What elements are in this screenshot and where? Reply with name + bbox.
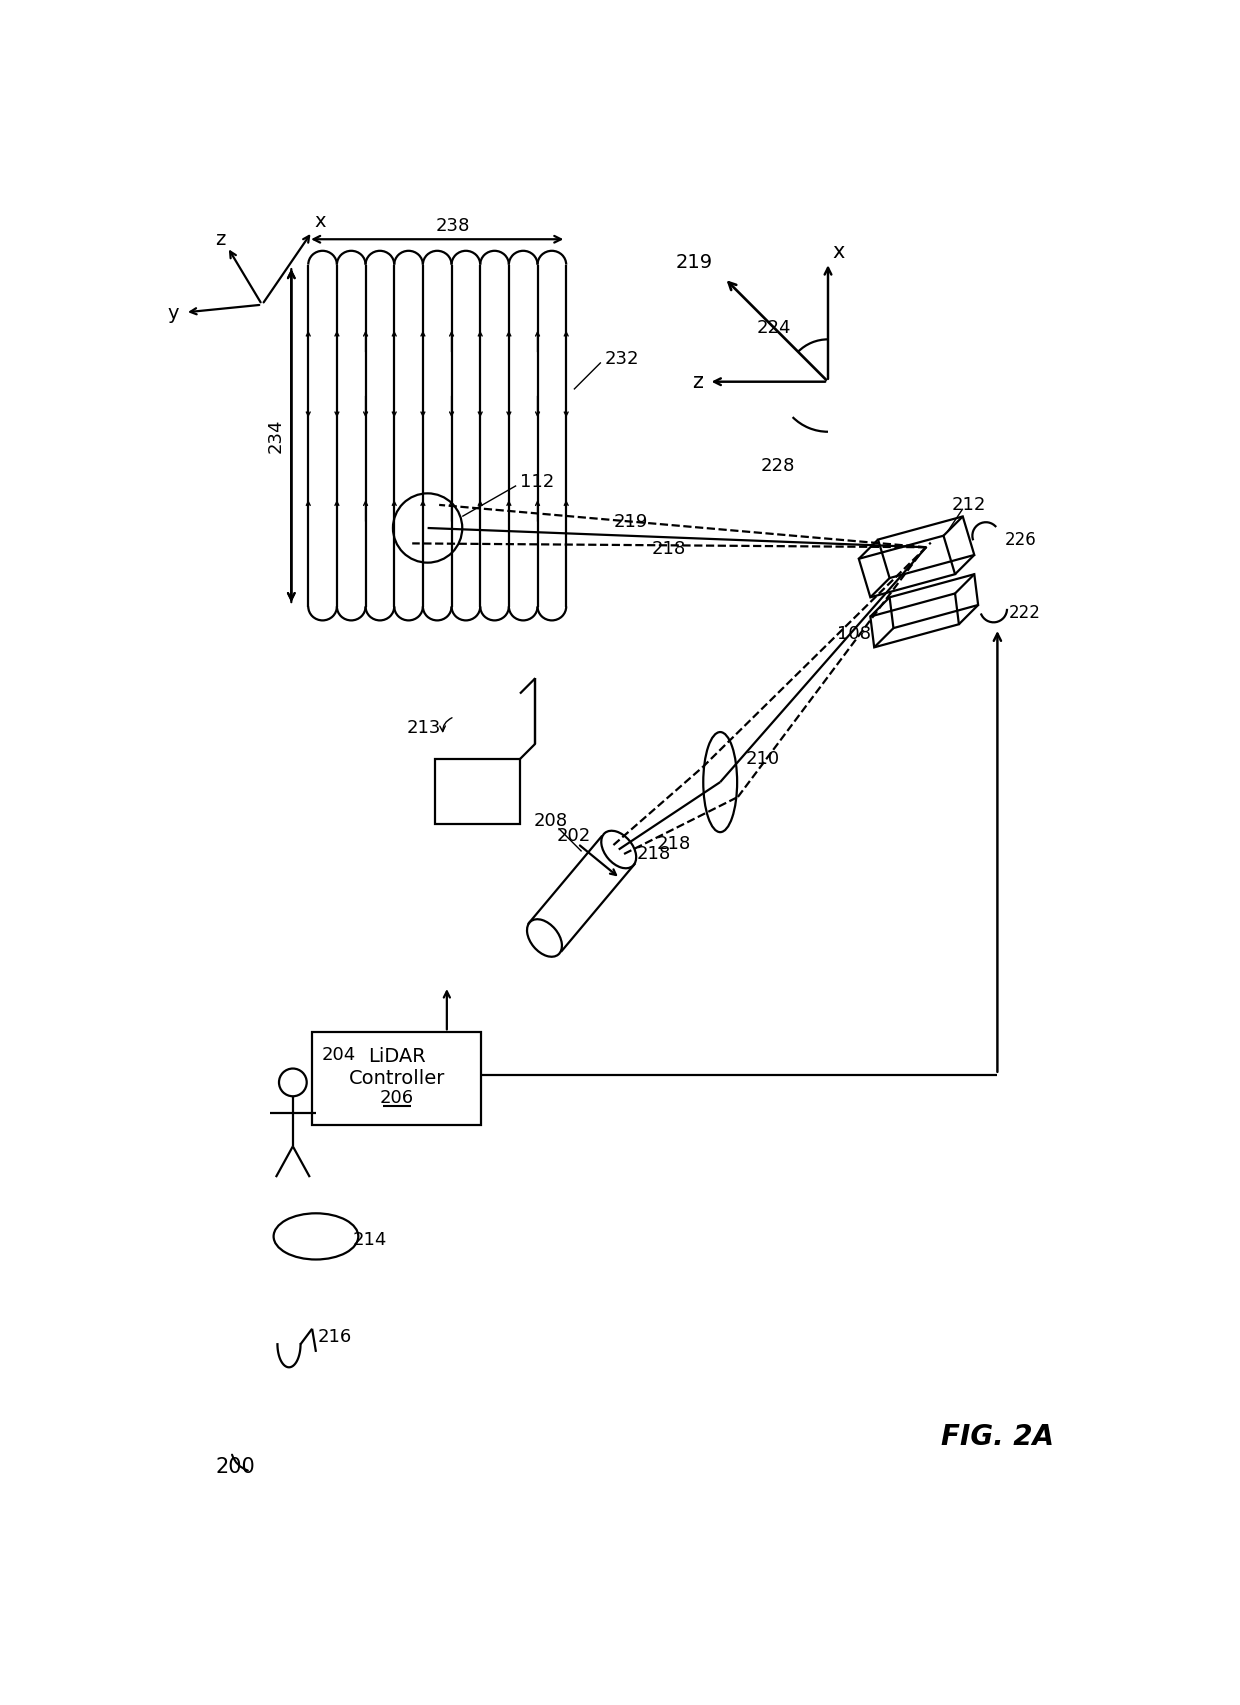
Text: 216: 216 (319, 1328, 352, 1345)
Text: y: y (167, 305, 180, 324)
Text: z: z (692, 372, 703, 392)
Text: 234: 234 (267, 418, 285, 454)
Text: 112: 112 (520, 472, 554, 491)
Text: 228: 228 (761, 457, 795, 476)
Text: 212: 212 (951, 496, 986, 513)
Text: x: x (832, 242, 844, 263)
Bar (435, 759, 520, 825)
Text: LiDAR
Controller: LiDAR Controller (348, 1047, 445, 1088)
Text: 208: 208 (533, 812, 568, 830)
Text: 218: 218 (637, 846, 671, 863)
Text: 202: 202 (557, 827, 591, 846)
Text: 213: 213 (407, 720, 441, 737)
Text: 210: 210 (745, 750, 780, 767)
Bar (312, 1032, 481, 1125)
Text: x: x (315, 211, 326, 232)
Text: 206: 206 (379, 1089, 414, 1107)
Text: 218: 218 (657, 835, 691, 852)
Text: 218: 218 (652, 540, 686, 558)
Text: 219: 219 (614, 513, 647, 532)
Text: 222: 222 (1009, 604, 1040, 622)
Text: 214: 214 (352, 1231, 387, 1250)
Text: z: z (216, 230, 226, 249)
Text: 238: 238 (435, 217, 470, 235)
Text: 226: 226 (1006, 530, 1037, 549)
Text: 108: 108 (837, 624, 870, 643)
Text: 204: 204 (322, 1047, 356, 1064)
Text: 219: 219 (676, 254, 712, 273)
Text: 200: 200 (216, 1458, 255, 1478)
Text: 232: 232 (605, 350, 639, 368)
Text: FIG. 2A: FIG. 2A (941, 1422, 1054, 1451)
Text: 224: 224 (756, 319, 791, 338)
